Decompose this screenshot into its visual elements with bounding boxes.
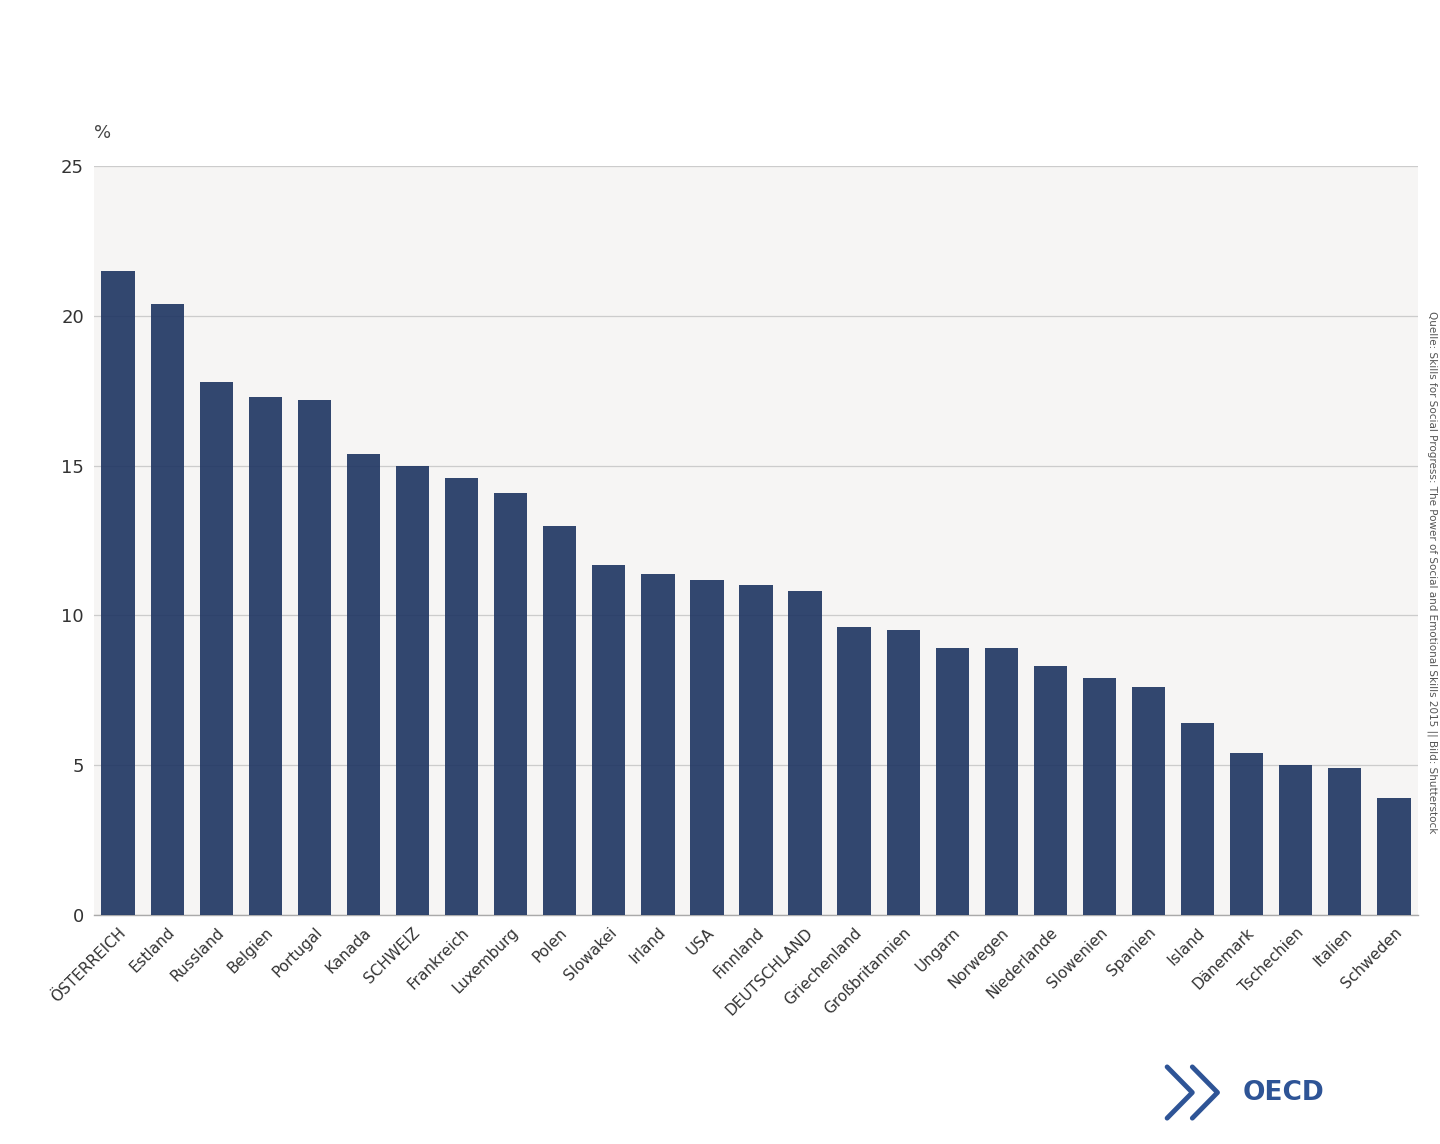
Bar — [396, 466, 429, 915]
Bar — [445, 477, 478, 915]
Bar — [1132, 688, 1165, 915]
Bar — [494, 493, 527, 915]
Bar — [1181, 723, 1214, 915]
Bar — [543, 525, 576, 915]
Bar — [1083, 678, 1116, 915]
Bar — [101, 271, 135, 915]
Bar — [1328, 769, 1361, 915]
Bar — [200, 382, 233, 915]
Bar — [985, 649, 1018, 915]
Bar — [151, 304, 184, 915]
Text: OECD: OECD — [1243, 1080, 1325, 1105]
Text: Kampfzone Schule: Kampfzone Schule — [84, 29, 517, 71]
Text: Anteil der Jungen (11-15 J.), die in den vergangenen 2 Monaten mind. zweimal gem: Anteil der Jungen (11-15 J.), die in den… — [84, 111, 1008, 129]
Bar — [249, 397, 282, 915]
Bar — [788, 591, 822, 915]
Bar — [1377, 799, 1411, 915]
Bar — [1230, 754, 1263, 915]
Bar — [690, 580, 724, 915]
Bar — [1279, 765, 1312, 915]
Text: Quelle: Skills for Social Progress: The Power of Social and Emotional Skills 201: Quelle: Skills for Social Progress: The … — [1427, 311, 1437, 833]
Bar — [592, 564, 625, 915]
Bar — [1034, 667, 1067, 915]
Bar — [838, 627, 871, 915]
Bar — [347, 454, 380, 915]
Bar — [887, 630, 920, 915]
Bar — [936, 649, 969, 915]
Bar — [739, 586, 773, 915]
Bar — [641, 573, 674, 915]
Bar — [298, 399, 331, 915]
Text: %: % — [94, 124, 111, 142]
